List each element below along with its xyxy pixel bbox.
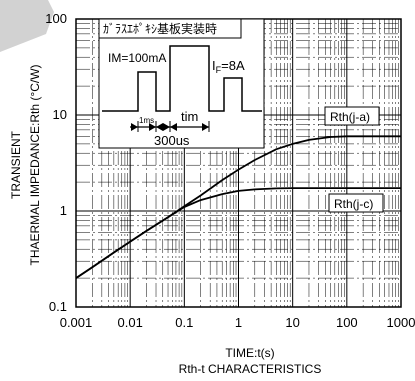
series-label-ja-box (324, 106, 380, 126)
if-label: IF=8A (212, 58, 245, 75)
if-label-main: I (212, 58, 216, 73)
y-tick-label: 1 (60, 203, 67, 218)
corner-shape (0, 0, 54, 52)
y-tick-label: 100 (45, 11, 67, 26)
board-label-box (98, 18, 242, 39)
im-label: IM=100mA (108, 51, 166, 65)
x-tick-label: 100 (336, 315, 358, 330)
x-tick-labels: 0.001 0.01 0.1 1 10 100 1000 (60, 315, 415, 330)
series-label-ja: Rth(j-a) (324, 106, 380, 126)
x-tick-label: 0.01 (118, 315, 143, 330)
pulse-waveform (102, 45, 262, 112)
if-label-sub: F (216, 65, 222, 75)
x-tick-label: 1 (235, 315, 242, 330)
y-axis-label-line2: THAERMAL IMPEDANCE:Rth (°C/W) (28, 64, 42, 265)
x-axis-label: TIME:t(s) (225, 346, 274, 360)
tim-label: tim (181, 109, 198, 124)
series-line-rth-jc (75, 187, 401, 279)
series-label-ja-text: Rth(j-a) (330, 110, 370, 124)
x-tick-label: 0.001 (60, 315, 93, 330)
if-label-value: =8A (221, 58, 245, 73)
y-tick-labels: 0.1 1 10 100 (45, 11, 67, 314)
period-label: 300us (154, 133, 190, 148)
y-axis-label-line1: TRANSIENT (9, 130, 23, 199)
x-tick-label: 1000 (387, 315, 415, 330)
y-tick-label: 10 (53, 107, 67, 122)
series-label-jc: Rth(j-c) (328, 193, 384, 213)
y-tick-label: 0.1 (49, 299, 67, 314)
chart-caption: Rth-t CHARACTERISTICS (179, 362, 322, 376)
board-label: ｶﾞﾗｽｴﾎﾟｷｼ基板実装時 (103, 21, 217, 36)
series-layer (75, 135, 401, 279)
t1-label: 1ms (139, 116, 154, 125)
x-tick-label: 10 (285, 315, 299, 330)
condition-annotation: ｶﾞﾗｽｴﾎﾟｷｼ基板実装時 IM=100mA IF=8A 1ms tim 30… (98, 18, 265, 149)
arrow-1 (131, 123, 209, 131)
series-label-jc-box (328, 193, 384, 213)
x-tick-label: 0.1 (175, 315, 193, 330)
series-label-jc-text: Rth(j-c) (334, 197, 373, 211)
